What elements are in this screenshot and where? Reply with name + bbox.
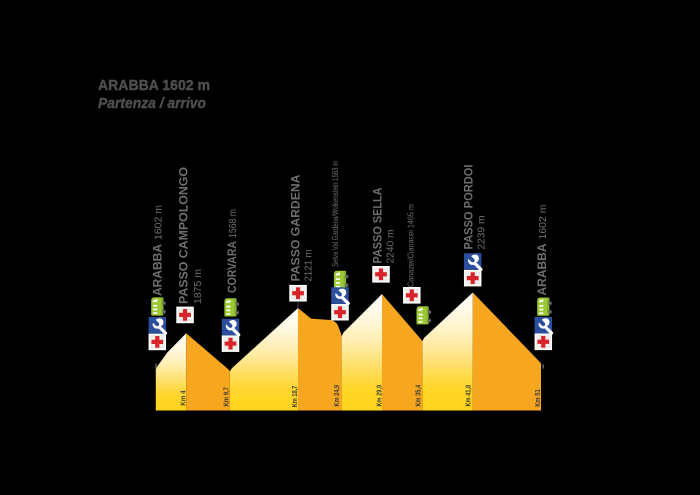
svg-text:Canazei/Cianacei 1465 m: Canazei/Cianacei 1465 m	[406, 204, 416, 287]
svg-text:PASSO GARDENA: PASSO GARDENA	[289, 174, 303, 281]
svg-text:PASSO PORDOI: PASSO PORDOI	[462, 165, 476, 250]
svg-text:1568 m: 1568 m	[227, 209, 239, 238]
svg-text:2121 m: 2121 m	[303, 249, 315, 281]
svg-text:2240 m: 2240 m	[385, 229, 397, 263]
svg-text:Km 35,4: Km 35,4	[414, 384, 423, 406]
svg-text:ARABBA: ARABBA	[151, 244, 165, 296]
svg-text:2239 m: 2239 m	[476, 215, 488, 249]
svg-text:PASSO SELLA: PASSO SELLA	[371, 187, 385, 263]
svg-text:Km 41,8: Km 41,8	[464, 385, 473, 407]
svg-text:PASSO CAMPOLONGO: PASSO CAMPOLONGO	[177, 167, 191, 304]
svg-text:1602 m: 1602 m	[153, 205, 165, 240]
svg-text:Km 29,9: Km 29,9	[374, 385, 383, 407]
svg-text:1875 m: 1875 m	[192, 269, 204, 304]
svg-text:Km 51: Km 51	[533, 389, 542, 407]
svg-text:ARABBA 1602 m: ARABBA 1602 m	[98, 77, 210, 94]
svg-text:1602 m: 1602 m	[537, 204, 549, 239]
svg-text:CORVARA: CORVARA	[225, 241, 239, 293]
svg-text:Km 4: Km 4	[178, 390, 187, 406]
svg-text:ARABBA: ARABBA	[535, 243, 549, 295]
svg-text:Km 9,7: Km 9,7	[222, 387, 231, 407]
svg-text:Km 24,9: Km 24,9	[332, 385, 341, 407]
svg-text:Partenza / arrivo: Partenza / arrivo	[98, 95, 206, 112]
svg-text:Selva Val Gardena/Wolkenstein: Selva Val Gardena/Wolkenstein 1563 m	[330, 161, 340, 267]
svg-text:Km 18,7: Km 18,7	[290, 386, 299, 408]
